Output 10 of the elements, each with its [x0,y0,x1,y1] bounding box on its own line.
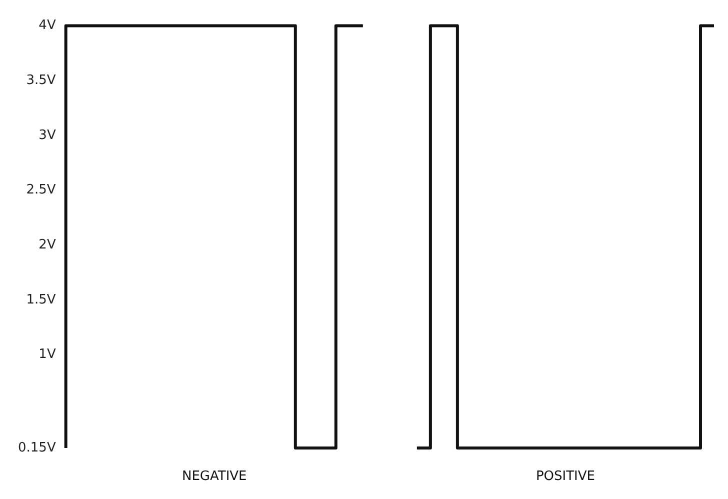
text: NEGATIVE [182,468,247,484]
y-tick-label: 3.5V [26,73,56,88]
y-tick-label: 3V [38,128,56,143]
y-tick-label: 2.5V [26,182,56,198]
y-tick-label: 2V [38,238,56,252]
y-tick-label: 4V [38,18,56,34]
y-tick-label: 0.15V [18,440,56,456]
y-tick-label: 1.5V [26,292,56,308]
text: POSITIVE [536,468,595,484]
y-tick-label: 1V [38,347,56,362]
